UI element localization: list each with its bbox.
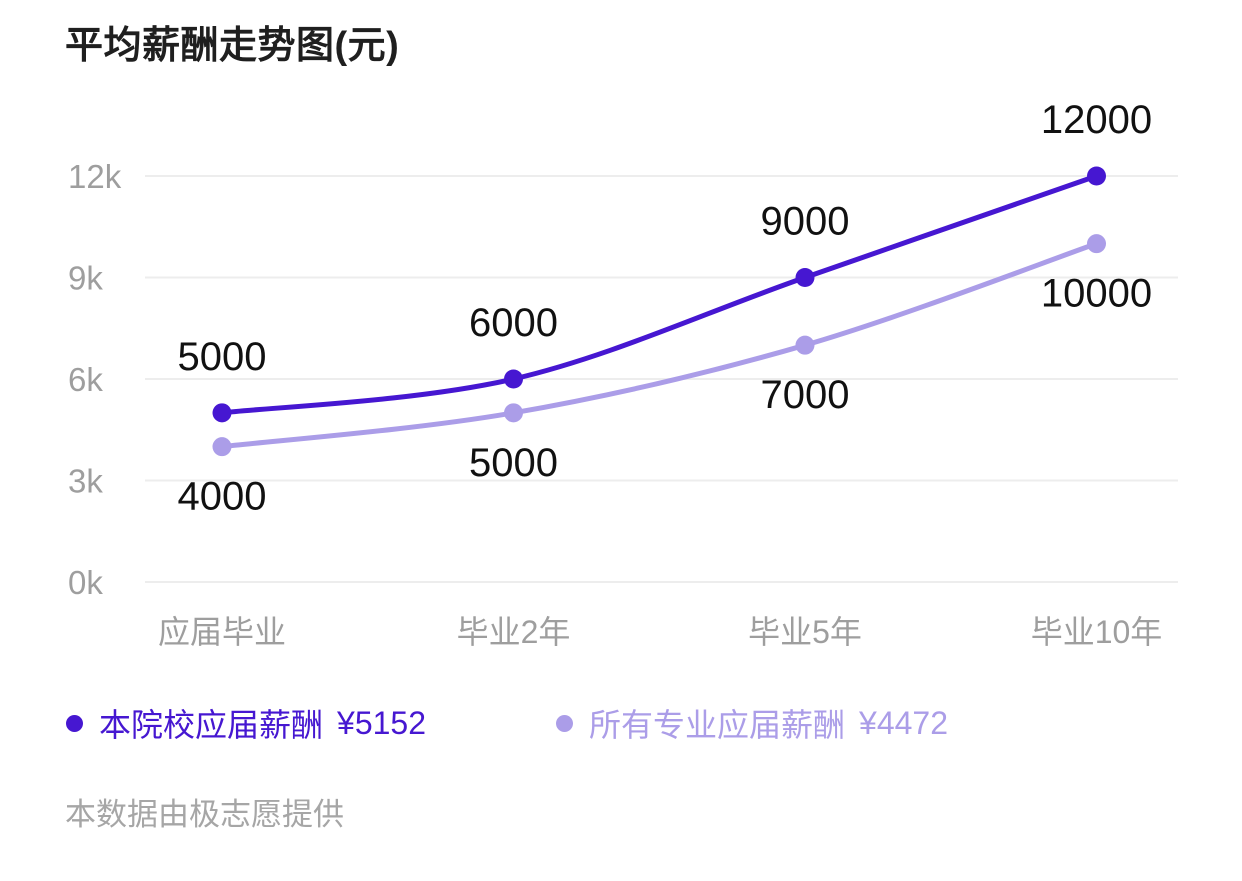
data-point-label: 5000 (469, 441, 558, 485)
series-line (219, 241, 1099, 450)
data-point[interactable] (795, 335, 815, 355)
legend-label: 本院校应届薪酬 (99, 707, 324, 743)
salary-line-chart: 0k 3k 6k 9k 12k 应届毕业 毕业2年 毕业5年 毕业10年 5000 6000 9000… (68, 98, 1178, 650)
legend-item-school-salary[interactable]: 本院校应届薪酬 ¥5152 (66, 702, 426, 744)
legend-dot-icon (556, 714, 573, 732)
chart-legend: 本院校应届薪酬 ¥5152 所有专业应届薪酬 ¥4472 (0, 702, 1242, 744)
y-axis-tick-label: 12k (68, 158, 122, 195)
data-point[interactable] (504, 403, 523, 423)
legend-dot-icon (66, 714, 83, 732)
legend-value: ¥5152 (337, 704, 426, 741)
data-point-label: 6000 (469, 301, 558, 345)
data-point[interactable] (795, 268, 815, 287)
data-point[interactable] (1087, 166, 1106, 186)
x-axis-category-label: 毕业2年 (457, 614, 571, 650)
data-point[interactable] (212, 437, 232, 457)
data-point-label: 12000 (1041, 98, 1152, 142)
data-point-label: 5000 (178, 335, 267, 379)
y-axis-tick-label: 3k (68, 463, 103, 500)
data-point[interactable] (212, 403, 232, 423)
x-axis-category-label: 毕业10年 (1031, 614, 1163, 650)
x-axis-category-label: 应届毕业 (158, 614, 286, 650)
data-source-note: 本数据由极志愿提供 (65, 797, 344, 832)
y-axis-tick-label: 0k (68, 564, 103, 601)
data-point-label: 7000 (761, 373, 850, 417)
legend-item-all-majors-salary[interactable]: 所有专业应届薪酬 ¥4472 (556, 702, 948, 744)
data-point[interactable] (504, 369, 523, 389)
series-line (219, 173, 1099, 416)
x-axis-category-label: 毕业5年 (748, 614, 862, 650)
y-axis-tick-label: 9k (68, 260, 103, 297)
data-point-label: 9000 (761, 200, 850, 244)
data-point-label: 4000 (178, 475, 267, 519)
legend-label: 所有专业应届薪酬 (589, 707, 846, 743)
y-axis-tick-label: 6k (68, 361, 103, 398)
data-point[interactable] (1087, 234, 1106, 254)
chart-title: 平均薪酬走势图(元) (65, 25, 400, 67)
legend-value: ¥4472 (859, 704, 948, 741)
data-point-label: 10000 (1041, 272, 1152, 316)
